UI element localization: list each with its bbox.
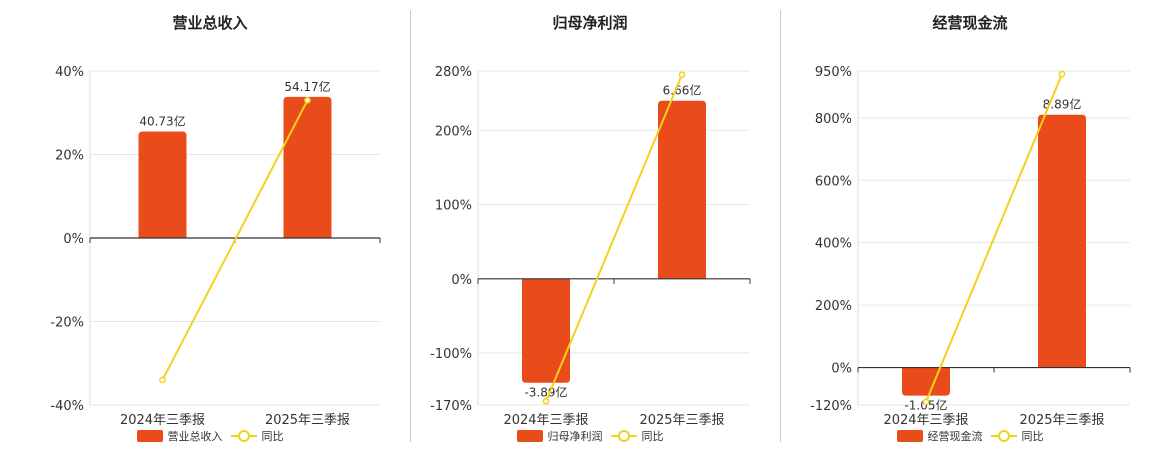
y-tick-label: 950% [815, 65, 852, 80]
bar-value-label: 8.89亿 [1043, 97, 1082, 112]
yoy-line [161, 99, 309, 381]
bar [522, 278, 570, 383]
y-tick-label: -100% [430, 347, 472, 362]
chart-legend: 营业总收入 同比 [20, 428, 400, 444]
yoy-line [545, 74, 683, 402]
y-tick-label: 20% [55, 149, 84, 164]
y-tick-label: -120% [810, 399, 852, 414]
revenue-chart-panel: 营业总收入 40% 20% 0% -20% -40% 40.73亿 54.17亿 2024年三… [20, 0, 400, 450]
net-profit-chart-panel: 归母净利润 280% 200% 100% 0% -100% -170% -3.89亿 6.66… [400, 0, 780, 450]
yoy-point [159, 376, 166, 384]
y-tick-label: 200% [815, 299, 852, 314]
legend-item-bar[interactable]: 归母净利润 [516, 428, 603, 444]
bar [658, 100, 706, 279]
net-profit-chart: 280% 200% 100% 0% -100% -170% -3.89亿 6.66亿 2024年… [430, 65, 751, 428]
y-tick-label: -20% [50, 316, 84, 331]
chart-legend: 归母净利润 同比 [400, 428, 780, 444]
y-tick-label: 200% [435, 124, 472, 139]
bar-value-label: 6.66亿 [663, 83, 702, 98]
legend-bar-swatch [516, 430, 543, 442]
chart-title: 归母净利润 [552, 14, 628, 32]
legend-bar-label: 营业总收入 [167, 430, 223, 443]
chart-title: 经营现金流 [932, 14, 1008, 32]
legend-item-bar[interactable]: 营业总收入 [136, 428, 223, 444]
y-tick-label: 800% [815, 112, 852, 127]
legend-line-swatch [230, 430, 257, 442]
legend-line-swatch [990, 430, 1017, 442]
yoy-point [304, 96, 311, 104]
y-tick-label: -170% [430, 399, 472, 414]
x-category-label: 2024年三季报 [503, 413, 588, 428]
bar [902, 367, 950, 396]
legend-line-label: 同比 [1021, 430, 1044, 443]
yoy-point [922, 398, 930, 406]
legend-bar-swatch [136, 430, 163, 442]
cash-flow-chart-panel: 经营现金流 950% 800% 600% 400% 200% 0% -120% -1.05亿 8… [780, 0, 1160, 450]
y-tick-label: -40% [50, 399, 84, 414]
x-category-label: 2025年三季报 [265, 413, 350, 428]
bar [138, 131, 187, 238]
legend-item-line[interactable]: 同比 [610, 428, 664, 444]
y-tick-label: 0% [63, 232, 84, 247]
y-tick-label: 40% [55, 65, 84, 80]
panel-divider [410, 10, 411, 442]
chart-title: 营业总收入 [172, 14, 248, 32]
yoy-point [678, 71, 686, 79]
y-tick-label: 400% [815, 237, 852, 252]
legend-item-line[interactable]: 同比 [230, 428, 284, 444]
legend-bar-label: 归母净利润 [547, 430, 603, 443]
yoy-line [925, 73, 1063, 403]
legend-item-bar[interactable]: 经营现金流 [896, 428, 983, 444]
legend-line-label: 同比 [641, 430, 664, 443]
bar-value-label: 40.73亿 [139, 114, 185, 129]
y-tick-label: 0% [831, 362, 852, 377]
legend-bar-swatch [896, 430, 923, 442]
bar [283, 96, 332, 238]
x-category-label: 2024年三季报 [883, 413, 968, 428]
y-tick-label: 280% [435, 65, 472, 80]
bar [1038, 114, 1086, 368]
legend-bar-label: 经营现金流 [927, 430, 983, 443]
legend-line-label: 同比 [261, 430, 284, 443]
x-category-label: 2024年三季报 [120, 413, 205, 428]
y-tick-label: 0% [451, 273, 472, 288]
legend-item-line[interactable]: 同比 [990, 428, 1044, 444]
y-tick-label: 100% [435, 199, 472, 214]
x-category-label: 2025年三季报 [1019, 413, 1104, 428]
yoy-point [1058, 70, 1066, 78]
cash-flow-chart: 950%800%600%400%200%0%-120% -1.05亿8.89亿20… [810, 65, 1131, 428]
revenue-chart: 40% 20% 0% -20% -40% 40.73亿 54.17亿 2024年三季报 2025… [50, 65, 381, 428]
legend-line-swatch [610, 430, 637, 442]
bar-value-label: -3.89亿 [524, 385, 567, 400]
chart-legend: 经营现金流 同比 [780, 428, 1160, 444]
x-category-label: 2025年三季报 [639, 413, 724, 428]
panel-divider [780, 10, 781, 442]
yoy-point [542, 397, 550, 405]
y-tick-label: 600% [815, 174, 852, 189]
bar-value-label: 54.17亿 [284, 79, 330, 94]
